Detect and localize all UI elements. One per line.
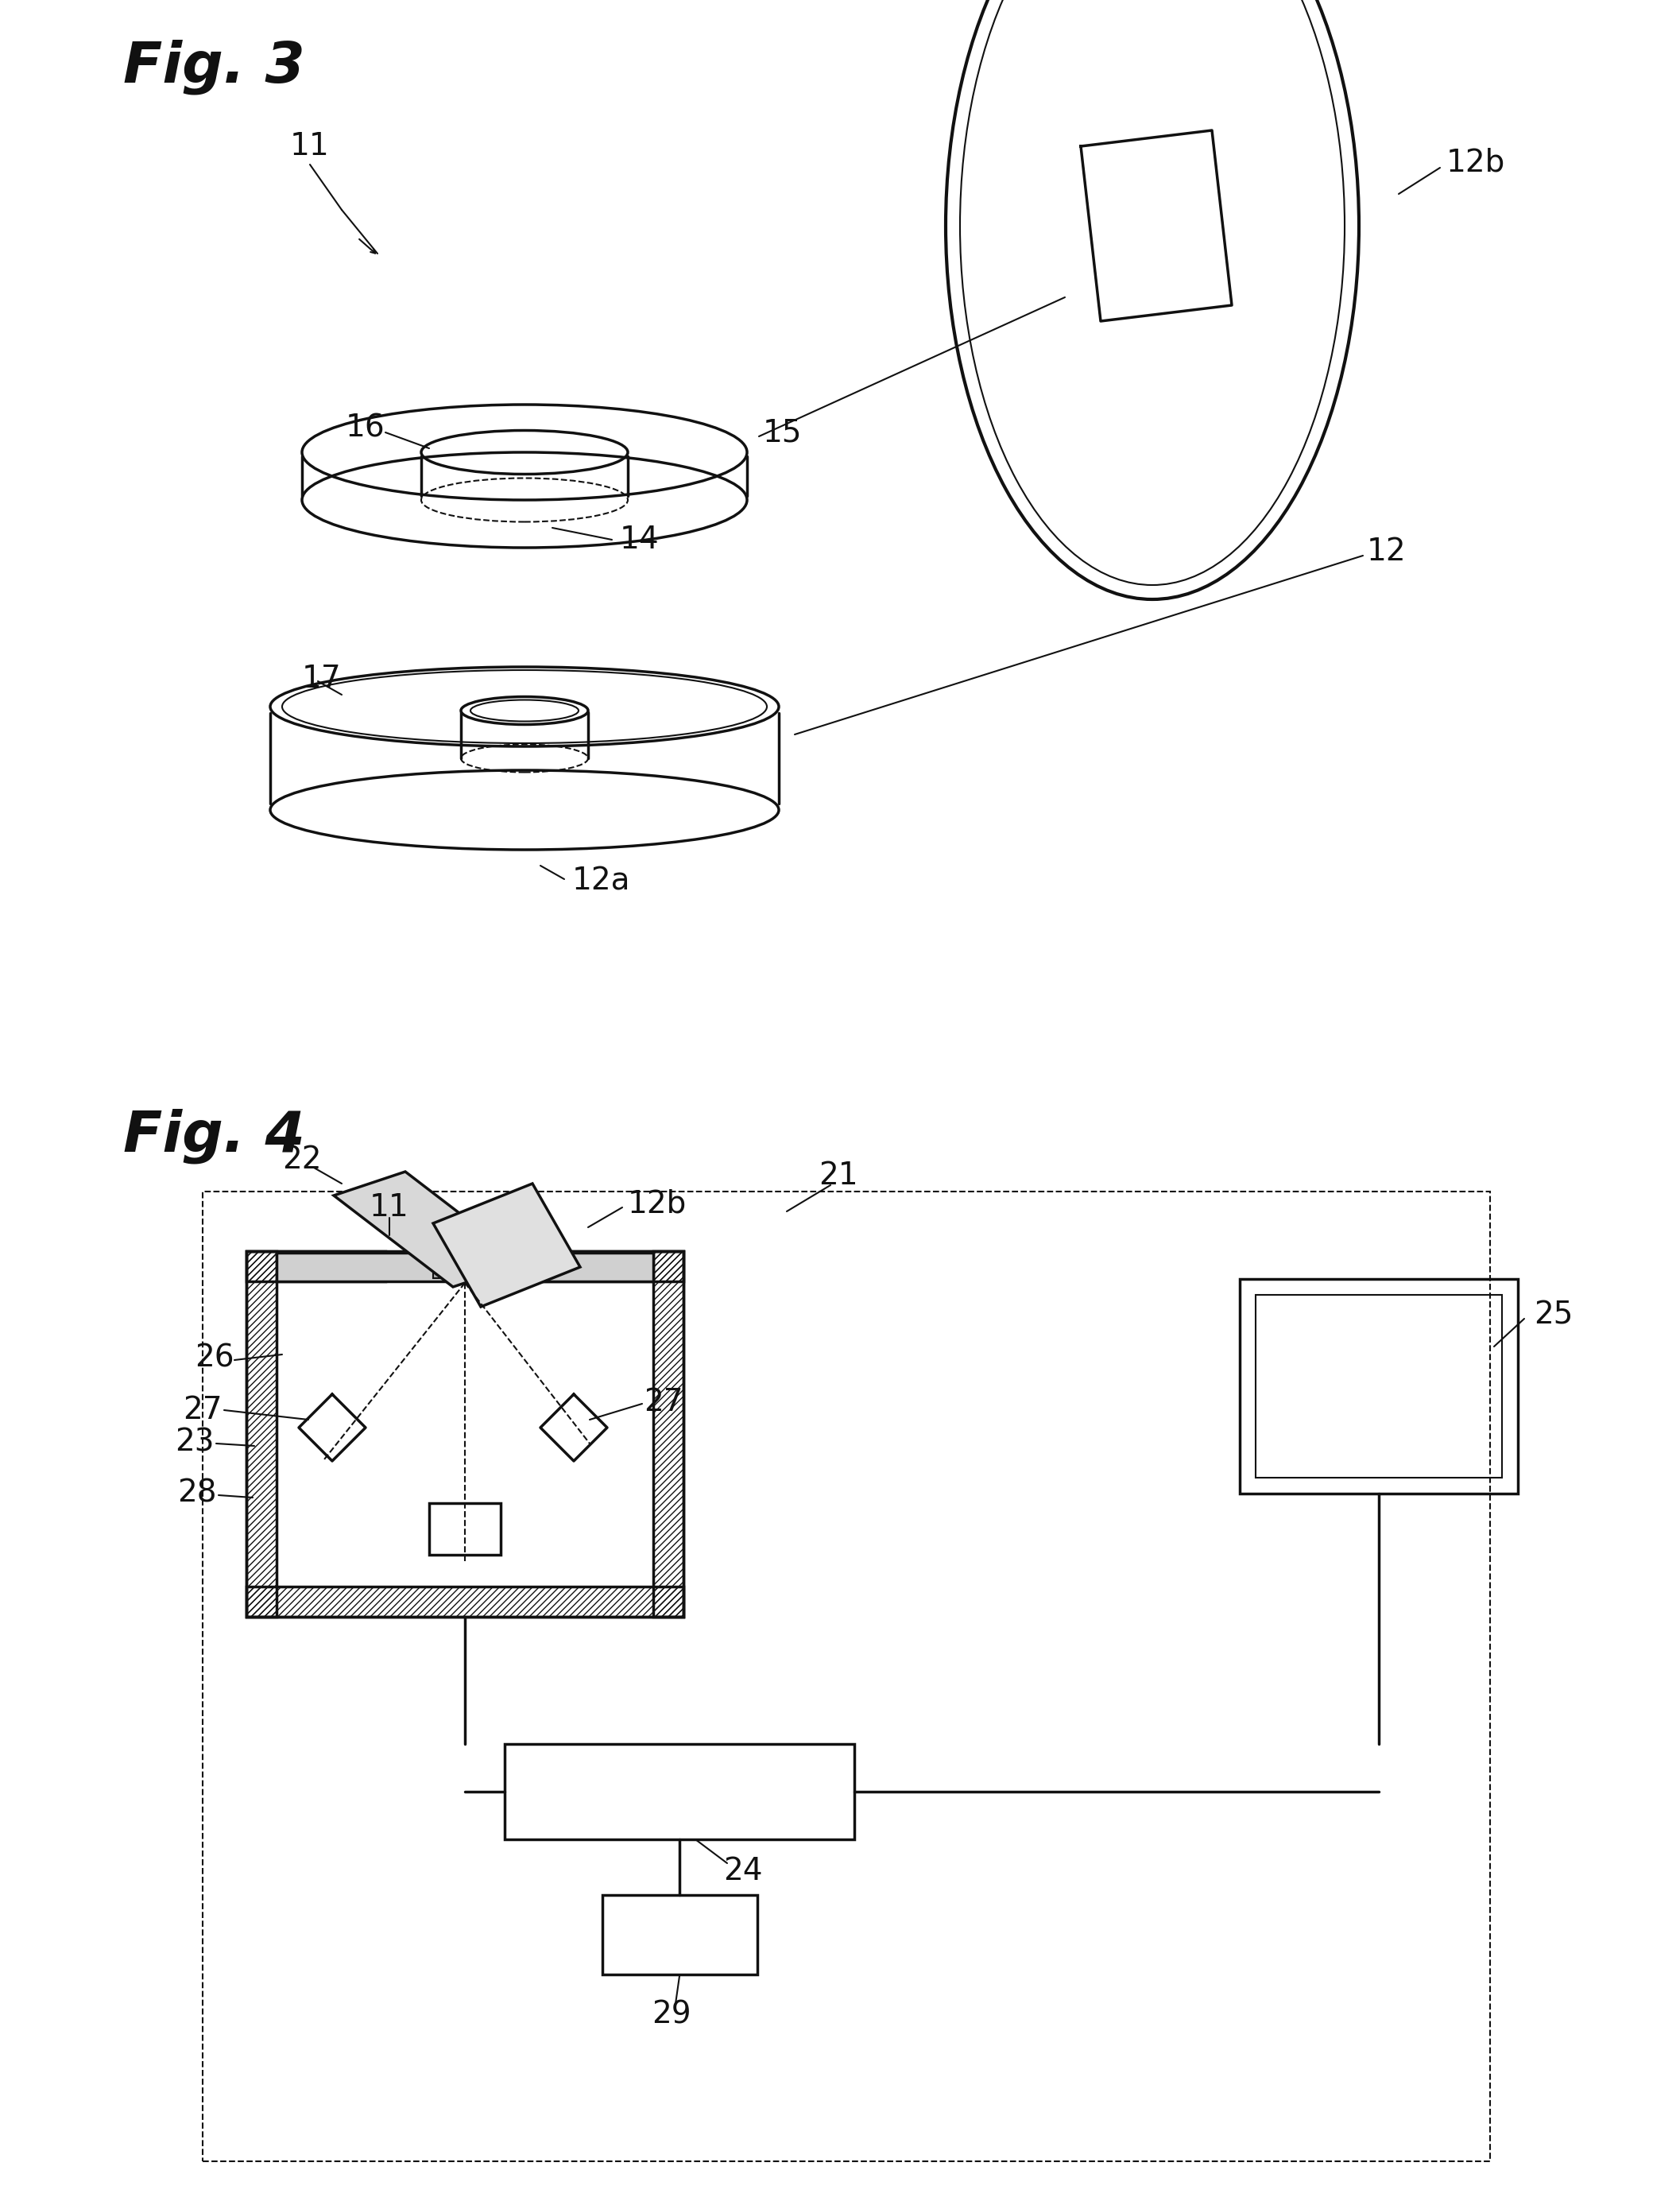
Bar <box>504 1744 855 1839</box>
Text: 21: 21 <box>818 1160 858 1191</box>
Text: 11: 11 <box>291 130 329 161</box>
Bar <box>1240 1279 1519 1493</box>
Text: 28: 28 <box>178 1480 217 1508</box>
Text: 12b: 12b <box>628 1188 687 1219</box>
Text: Fig. 3: Fig. 3 <box>123 40 306 95</box>
Text: 16: 16 <box>346 412 385 443</box>
Text: 27: 27 <box>183 1396 222 1424</box>
Polygon shape <box>334 1171 524 1288</box>
Text: 27: 27 <box>643 1387 684 1418</box>
Bar <box>433 1257 497 1279</box>
Text: Fig. 4: Fig. 4 <box>123 1109 306 1164</box>
Text: 26: 26 <box>195 1343 234 1374</box>
Bar <box>277 1252 654 1281</box>
Text: 12b: 12b <box>1446 148 1505 176</box>
Polygon shape <box>433 1184 580 1308</box>
Bar <box>247 1250 684 1616</box>
Text: 23: 23 <box>175 1427 215 1458</box>
Text: 12: 12 <box>1368 536 1406 567</box>
Bar <box>247 1250 385 1281</box>
Bar <box>247 1250 277 1616</box>
Bar <box>247 1588 684 1616</box>
Bar <box>654 1250 684 1616</box>
Text: 14: 14 <box>620 525 659 556</box>
Text: 17: 17 <box>302 664 341 695</box>
Bar <box>203 1191 1490 2161</box>
Text: 22: 22 <box>282 1144 321 1175</box>
Bar <box>1255 1294 1502 1477</box>
Text: 24: 24 <box>724 1857 763 1885</box>
Text: 11: 11 <box>370 1193 410 1222</box>
Text: 12a: 12a <box>573 867 630 897</box>
Bar <box>544 1250 684 1281</box>
Bar <box>428 1504 501 1555</box>
Text: 29: 29 <box>652 2000 690 2029</box>
Text: 25: 25 <box>1534 1299 1572 1330</box>
Bar <box>603 1894 758 1973</box>
Text: 15: 15 <box>763 417 803 448</box>
